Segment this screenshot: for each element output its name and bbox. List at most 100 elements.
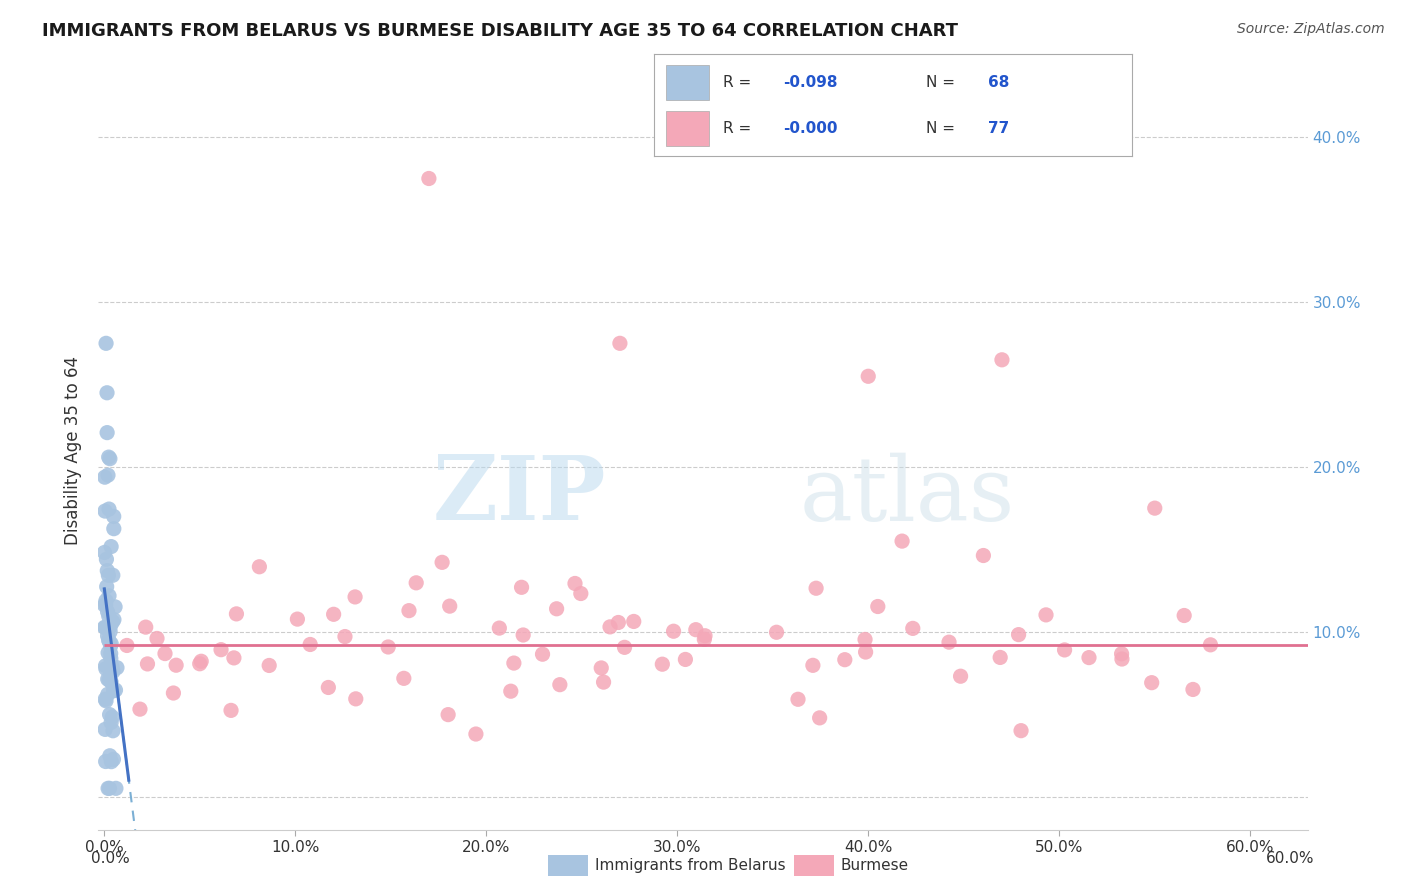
Point xyxy=(765,625,787,640)
Point xyxy=(219,703,242,717)
Text: 68: 68 xyxy=(988,75,1010,90)
Point xyxy=(94,470,117,484)
Point xyxy=(97,622,120,636)
Point xyxy=(97,629,120,643)
Point xyxy=(299,638,322,652)
Point xyxy=(96,564,118,578)
Text: -0.000: -0.000 xyxy=(783,121,838,136)
Point xyxy=(430,555,453,569)
Point xyxy=(94,504,117,518)
Point xyxy=(97,468,120,483)
Point xyxy=(98,748,121,763)
Point xyxy=(94,658,117,673)
Point xyxy=(333,630,356,644)
Point xyxy=(609,336,631,351)
Point xyxy=(377,640,399,654)
Point xyxy=(693,629,716,643)
Bar xyxy=(666,65,709,100)
Y-axis label: Disability Age 35 to 64: Disability Age 35 to 64 xyxy=(65,356,83,545)
Point xyxy=(98,451,121,466)
Point xyxy=(901,621,924,635)
Point xyxy=(804,581,827,595)
Point xyxy=(153,647,176,661)
Point xyxy=(439,599,461,614)
Point xyxy=(510,580,533,594)
Point xyxy=(136,657,159,671)
Point xyxy=(94,723,117,737)
Point xyxy=(97,646,120,660)
Point xyxy=(787,692,810,706)
Point xyxy=(104,599,127,614)
Point xyxy=(1111,647,1133,661)
Point xyxy=(188,657,211,671)
Point xyxy=(569,586,592,600)
Point xyxy=(499,684,522,698)
Point xyxy=(1181,682,1204,697)
Text: Burmese: Burmese xyxy=(841,858,908,872)
Point xyxy=(103,752,125,766)
Text: 0.0%: 0.0% xyxy=(91,851,131,865)
Point xyxy=(96,425,118,440)
Point xyxy=(858,369,880,384)
Point xyxy=(100,651,122,665)
Point xyxy=(146,632,169,646)
Text: -0.098: -0.098 xyxy=(783,75,838,90)
Point xyxy=(162,686,184,700)
Point xyxy=(96,552,118,566)
Point xyxy=(1010,723,1032,738)
Point xyxy=(103,522,125,536)
Point xyxy=(97,568,120,582)
Point xyxy=(103,509,125,524)
Point xyxy=(222,651,245,665)
Point xyxy=(97,623,120,637)
Text: N =: N = xyxy=(927,75,960,90)
Point xyxy=(418,171,440,186)
Point xyxy=(853,632,876,647)
Point xyxy=(94,694,117,708)
Point xyxy=(104,781,127,796)
Point xyxy=(165,658,187,673)
Point xyxy=(101,723,124,738)
Point xyxy=(101,710,124,724)
Point xyxy=(98,659,121,673)
Point xyxy=(801,658,824,673)
Point xyxy=(97,605,120,619)
Point xyxy=(93,545,115,559)
Point xyxy=(693,632,716,647)
Point xyxy=(651,657,673,672)
Point xyxy=(225,607,247,621)
Point xyxy=(891,534,914,549)
Point xyxy=(94,621,117,635)
Point xyxy=(548,678,571,692)
Point xyxy=(98,589,121,603)
Point xyxy=(322,607,344,622)
Point xyxy=(344,590,367,604)
Point xyxy=(1173,608,1195,623)
Point xyxy=(531,647,554,661)
Point xyxy=(1111,652,1133,666)
Bar xyxy=(666,111,709,145)
Point xyxy=(564,576,586,591)
Point xyxy=(135,620,157,634)
Point xyxy=(129,702,152,716)
Point xyxy=(97,632,120,647)
Point xyxy=(808,711,831,725)
Point xyxy=(94,593,117,607)
Point xyxy=(247,559,270,574)
Point xyxy=(100,647,122,661)
Point xyxy=(834,653,856,667)
Point xyxy=(115,639,138,653)
Point xyxy=(599,620,621,634)
Point xyxy=(972,549,994,563)
Point xyxy=(93,598,115,612)
Point xyxy=(592,675,614,690)
Point xyxy=(100,675,122,690)
Text: R =: R = xyxy=(723,121,756,136)
Text: Source: ZipAtlas.com: Source: ZipAtlas.com xyxy=(1237,22,1385,37)
Point xyxy=(392,671,415,685)
Point xyxy=(97,781,120,796)
Point xyxy=(437,707,460,722)
Point xyxy=(100,619,122,633)
Text: ZIP: ZIP xyxy=(433,452,606,540)
Point xyxy=(991,352,1014,367)
